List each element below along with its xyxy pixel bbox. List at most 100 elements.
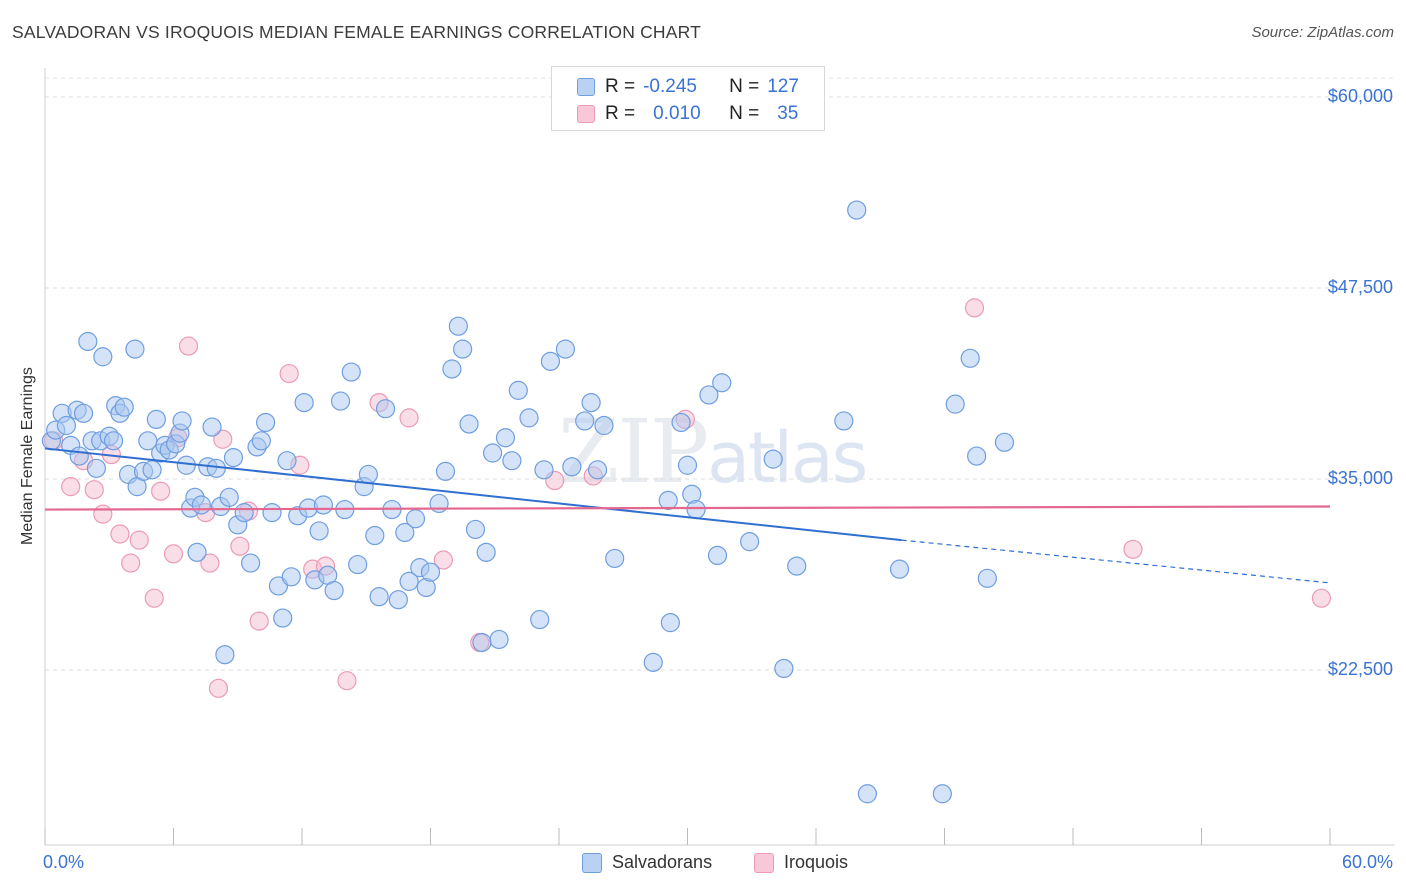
salvadoran-point [555,339,576,359]
iroquois-point [110,524,130,544]
salvadoran-point [699,385,719,405]
salvadoran-point [847,200,867,220]
salvadoran-point [187,542,207,562]
salvadoran-point [395,522,415,543]
salvadoran-point [172,411,192,431]
salvadoran-point [671,412,691,433]
salvadoran-point [763,449,783,469]
iroquois-point [964,298,985,318]
legend-row-iroquois: R = 0.010 N = 35 [577,103,798,125]
legend-n-value: 35 [777,103,799,124]
salvadoran-point [388,590,408,610]
salvadoran-point [420,562,441,582]
salvadoran-point [262,503,282,523]
iroquois-point [230,536,250,556]
legend-n-label: N = [729,76,760,97]
legend-swatch-pink [754,852,774,873]
salvadoran-point [945,394,965,414]
iroquois-point [208,678,229,698]
salvadoran-point [889,559,910,579]
legend-n-value: 127 [767,76,799,97]
salvadoran-point [176,455,196,475]
salvadoran-point [740,532,760,552]
iroquois-point [213,429,233,449]
salvadoran-point [78,331,98,352]
salvadoran-point [581,393,601,413]
legend-r-value: -0.245 [643,76,697,97]
salvadoran-point [114,397,134,417]
salvadoran-point [142,460,162,480]
salvadoran-point [103,431,124,451]
salvadoran-point [960,348,980,368]
iroquois-point [178,336,199,356]
salvadoran-point [495,428,516,448]
iroquois-point [163,544,184,564]
salvadoran-trend-extension [901,539,1331,584]
salvadoran-point [643,652,663,672]
iroquois-trend-line [44,505,1331,511]
iroquois-point [1311,588,1332,608]
salvadoran-point [834,411,854,431]
y-tick-47500: $47,500 [1327,277,1393,297]
salvadoran-point [967,446,987,466]
iroquois-point [121,553,141,573]
salvadoran-point [932,784,952,804]
x-tick-min: 0.0% [43,852,85,872]
salvadoran-point [429,493,449,514]
salvadoran-point [540,351,561,371]
salvadoran-point [330,391,351,411]
salvadoran-point [324,580,344,601]
salvadoran-points [41,200,1015,804]
salvadoran-point [241,553,261,573]
salvadoran-point [341,362,361,382]
salvadoran-point [472,632,492,653]
salvadoran-point [313,495,334,515]
watermark-atlas: atlas [707,417,868,499]
salvadoran-trend-line [44,447,902,542]
salvadoran-point [994,432,1015,452]
salvadoran-point [453,339,473,359]
legend-label-iroquois: Iroquois [784,852,849,872]
legend-r-label: R = [605,76,636,97]
stats-legend: R = -0.245 N = 127 R = 0.010 N = 35 [551,66,825,131]
salvadoran-point [405,509,426,529]
salvadoran-point [483,443,503,463]
salvadoran-point [658,490,678,510]
salvadoran-point [219,487,239,507]
salvadoran-point [125,339,145,359]
legend-n-label: N = [729,103,760,124]
salvadoran-point [774,658,794,679]
legend-item-salvadorans[interactable]: Salvadorans [582,852,712,873]
salvadoran-point [399,571,419,591]
salvadoran-point [534,460,554,480]
salvadoran-point [202,417,222,437]
salvadoran-point [519,408,539,428]
salvadoran-point [309,521,329,541]
y-tick-60000: $60,000 [1327,86,1393,106]
salvadoran-point [508,380,528,400]
y-tick-35000: $35,000 [1327,468,1393,488]
salvadoran-point [530,609,550,630]
salvadoran-point [191,495,211,515]
iroquois-point [433,550,453,570]
salvadoran-point [277,451,297,471]
salvadoran-point [476,542,496,562]
salvadoran-point [348,554,368,575]
chart-title: SALVADORAN VS IROQUOIS MEDIAN FEMALE EAR… [12,22,702,42]
salvadoran-point [594,415,614,436]
salvadoran-point [375,399,396,419]
salvadoran-point [273,608,293,628]
legend-item-iroquois[interactable]: Iroquois [754,852,848,873]
y-tick-22500: $22,500 [1327,659,1393,679]
salvadoran-point [712,373,732,393]
salvadoran-point [489,629,509,650]
salvadoran-point [448,316,468,336]
legend-swatch-blue [577,78,595,96]
legend-label-salvadorans: Salvadorans [612,852,713,872]
salvadoran-point [787,556,807,576]
trend-lines [44,447,1331,584]
salvadoran-point [502,451,522,471]
salvadoran-point [977,568,997,588]
salvadoran-point [686,499,706,520]
